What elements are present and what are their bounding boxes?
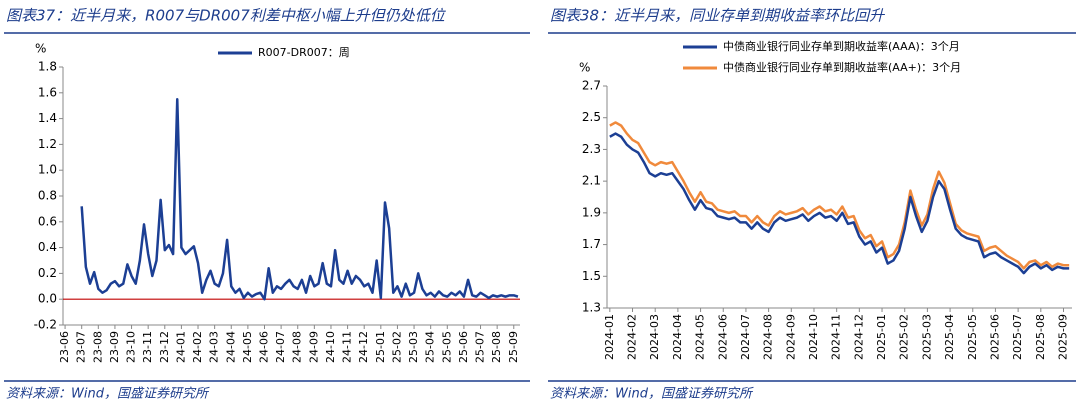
source: 资料来源：Wind，国盛证券研究所 (550, 386, 754, 402)
line (609, 121, 1070, 270)
x-tick-label: 2025-08 (1034, 314, 1047, 360)
y-tick-label: 1.6 (38, 85, 57, 99)
y-tick-label: 2.7 (582, 79, 601, 93)
x-tick-label: 24-06 (257, 331, 270, 363)
y-tick-label: 1.9 (582, 205, 601, 219)
x-tick-label: 23-06 (58, 331, 71, 363)
x-tick-label: 2024-07 (739, 314, 752, 360)
x-tick-label: 2024-04 (671, 314, 684, 360)
y-tick-label: 1.2 (38, 137, 57, 151)
x-tick-label: 23-09 (108, 331, 121, 363)
y-tick-label: 2.1 (582, 174, 601, 188)
y-unit: % (35, 42, 46, 56)
x-tick-label: 2024-11 (830, 314, 843, 360)
x-tick-label: 24-07 (274, 331, 287, 363)
x-tick-label: 24-10 (324, 331, 337, 363)
y-unit: % (579, 61, 590, 75)
x-tick-label: 2024-08 (762, 314, 775, 360)
x-tick-label: 23-07 (75, 331, 88, 363)
x-tick-label: 25-03 (407, 331, 420, 363)
x-tick-label: 2024-10 (807, 314, 820, 360)
x-tick-label: 2025-07 (1011, 314, 1024, 360)
x-tick-label: 23-11 (141, 331, 154, 363)
x-tick-label: 2025-04 (943, 314, 956, 360)
x-tick-label: 24-12 (357, 331, 370, 363)
x-tick-label: 2024-06 (716, 314, 729, 360)
x-tick-label: 25-07 (474, 331, 487, 363)
x-tick-label: 24-08 (291, 331, 304, 363)
x-tick-label: 2024-12 (852, 314, 865, 360)
x-tick-label: 2024-01 (603, 314, 616, 360)
x-tick-label: 25-05 (440, 331, 453, 363)
y-tick-label: 2.3 (582, 142, 601, 156)
y-tick-label: 2.5 (582, 110, 601, 124)
y-tick-label: 0.4 (38, 240, 57, 254)
x-tick-label: 23-10 (125, 331, 138, 363)
x-tick-label: 23-08 (91, 331, 104, 363)
x-tick-label: 2024-02 (626, 314, 639, 360)
x-tick-label: 25-04 (424, 331, 437, 363)
x-tick-label: 24-02 (191, 331, 204, 363)
x-tick-label: 24-09 (307, 331, 320, 363)
y-tick-label: 1.4 (38, 111, 57, 125)
x-tick-label: 2025-01 (875, 314, 888, 360)
line (609, 132, 1070, 275)
x-tick-label: 25-01 (374, 331, 387, 363)
y-tick-label: 0.0 (38, 292, 57, 306)
legend-label: 中债商业银行同业存单到期收益率(AAA)：3个月 (723, 39, 960, 53)
y-tick-label: 0.2 (38, 266, 57, 280)
x-tick-label: 2025-09 (1056, 314, 1069, 360)
x-tick-label: 25-02 (390, 331, 403, 363)
y-tick-label: 1.7 (582, 237, 601, 251)
x-tick-label: 2025-06 (988, 314, 1001, 360)
y-tick-label: -0.2 (34, 318, 57, 332)
x-tick-label: 25-08 (490, 331, 503, 363)
x-tick-label: 24-04 (224, 331, 237, 363)
x-tick-label: 24-03 (208, 331, 221, 363)
y-tick-label: 1.8 (38, 60, 57, 74)
legend-label: 中债商业银行同业存单到期收益率(AA+)：3个月 (723, 60, 961, 74)
x-tick-label: 23-12 (158, 331, 171, 363)
chart-title: 图表37：近半月来，R007与DR007利差中枢小幅上升但仍处低位 (6, 7, 447, 25)
chart-title: 图表38：近半月来，同业存单到期收益率环比回升 (550, 7, 885, 25)
y-tick-label: 0.6 (38, 214, 57, 228)
x-tick-label: 25-06 (457, 331, 470, 363)
x-tick-label: 2024-03 (648, 314, 661, 360)
x-tick-label: 2025-02 (898, 314, 911, 360)
x-tick-label: 24-01 (174, 331, 187, 363)
y-tick-label: 0.8 (38, 189, 57, 203)
source: 资料来源：Wind，国盛证券研究所 (6, 386, 210, 402)
x-tick-label: 24-05 (241, 331, 254, 363)
y-tick-label: 1.0 (38, 163, 57, 177)
x-tick-label: 2025-05 (966, 314, 979, 360)
y-tick-label: 1.5 (582, 269, 601, 283)
x-tick-label: 2024-05 (694, 314, 707, 360)
legend-label: R007-DR007：周 (258, 46, 350, 59)
x-tick-label: 25-09 (507, 331, 520, 363)
y-tick-label: 1.3 (582, 301, 601, 315)
x-tick-label: 24-11 (341, 331, 354, 363)
line (80, 98, 519, 301)
x-tick-label: 2024-09 (784, 314, 797, 360)
x-tick-label: 2025-03 (920, 314, 933, 360)
